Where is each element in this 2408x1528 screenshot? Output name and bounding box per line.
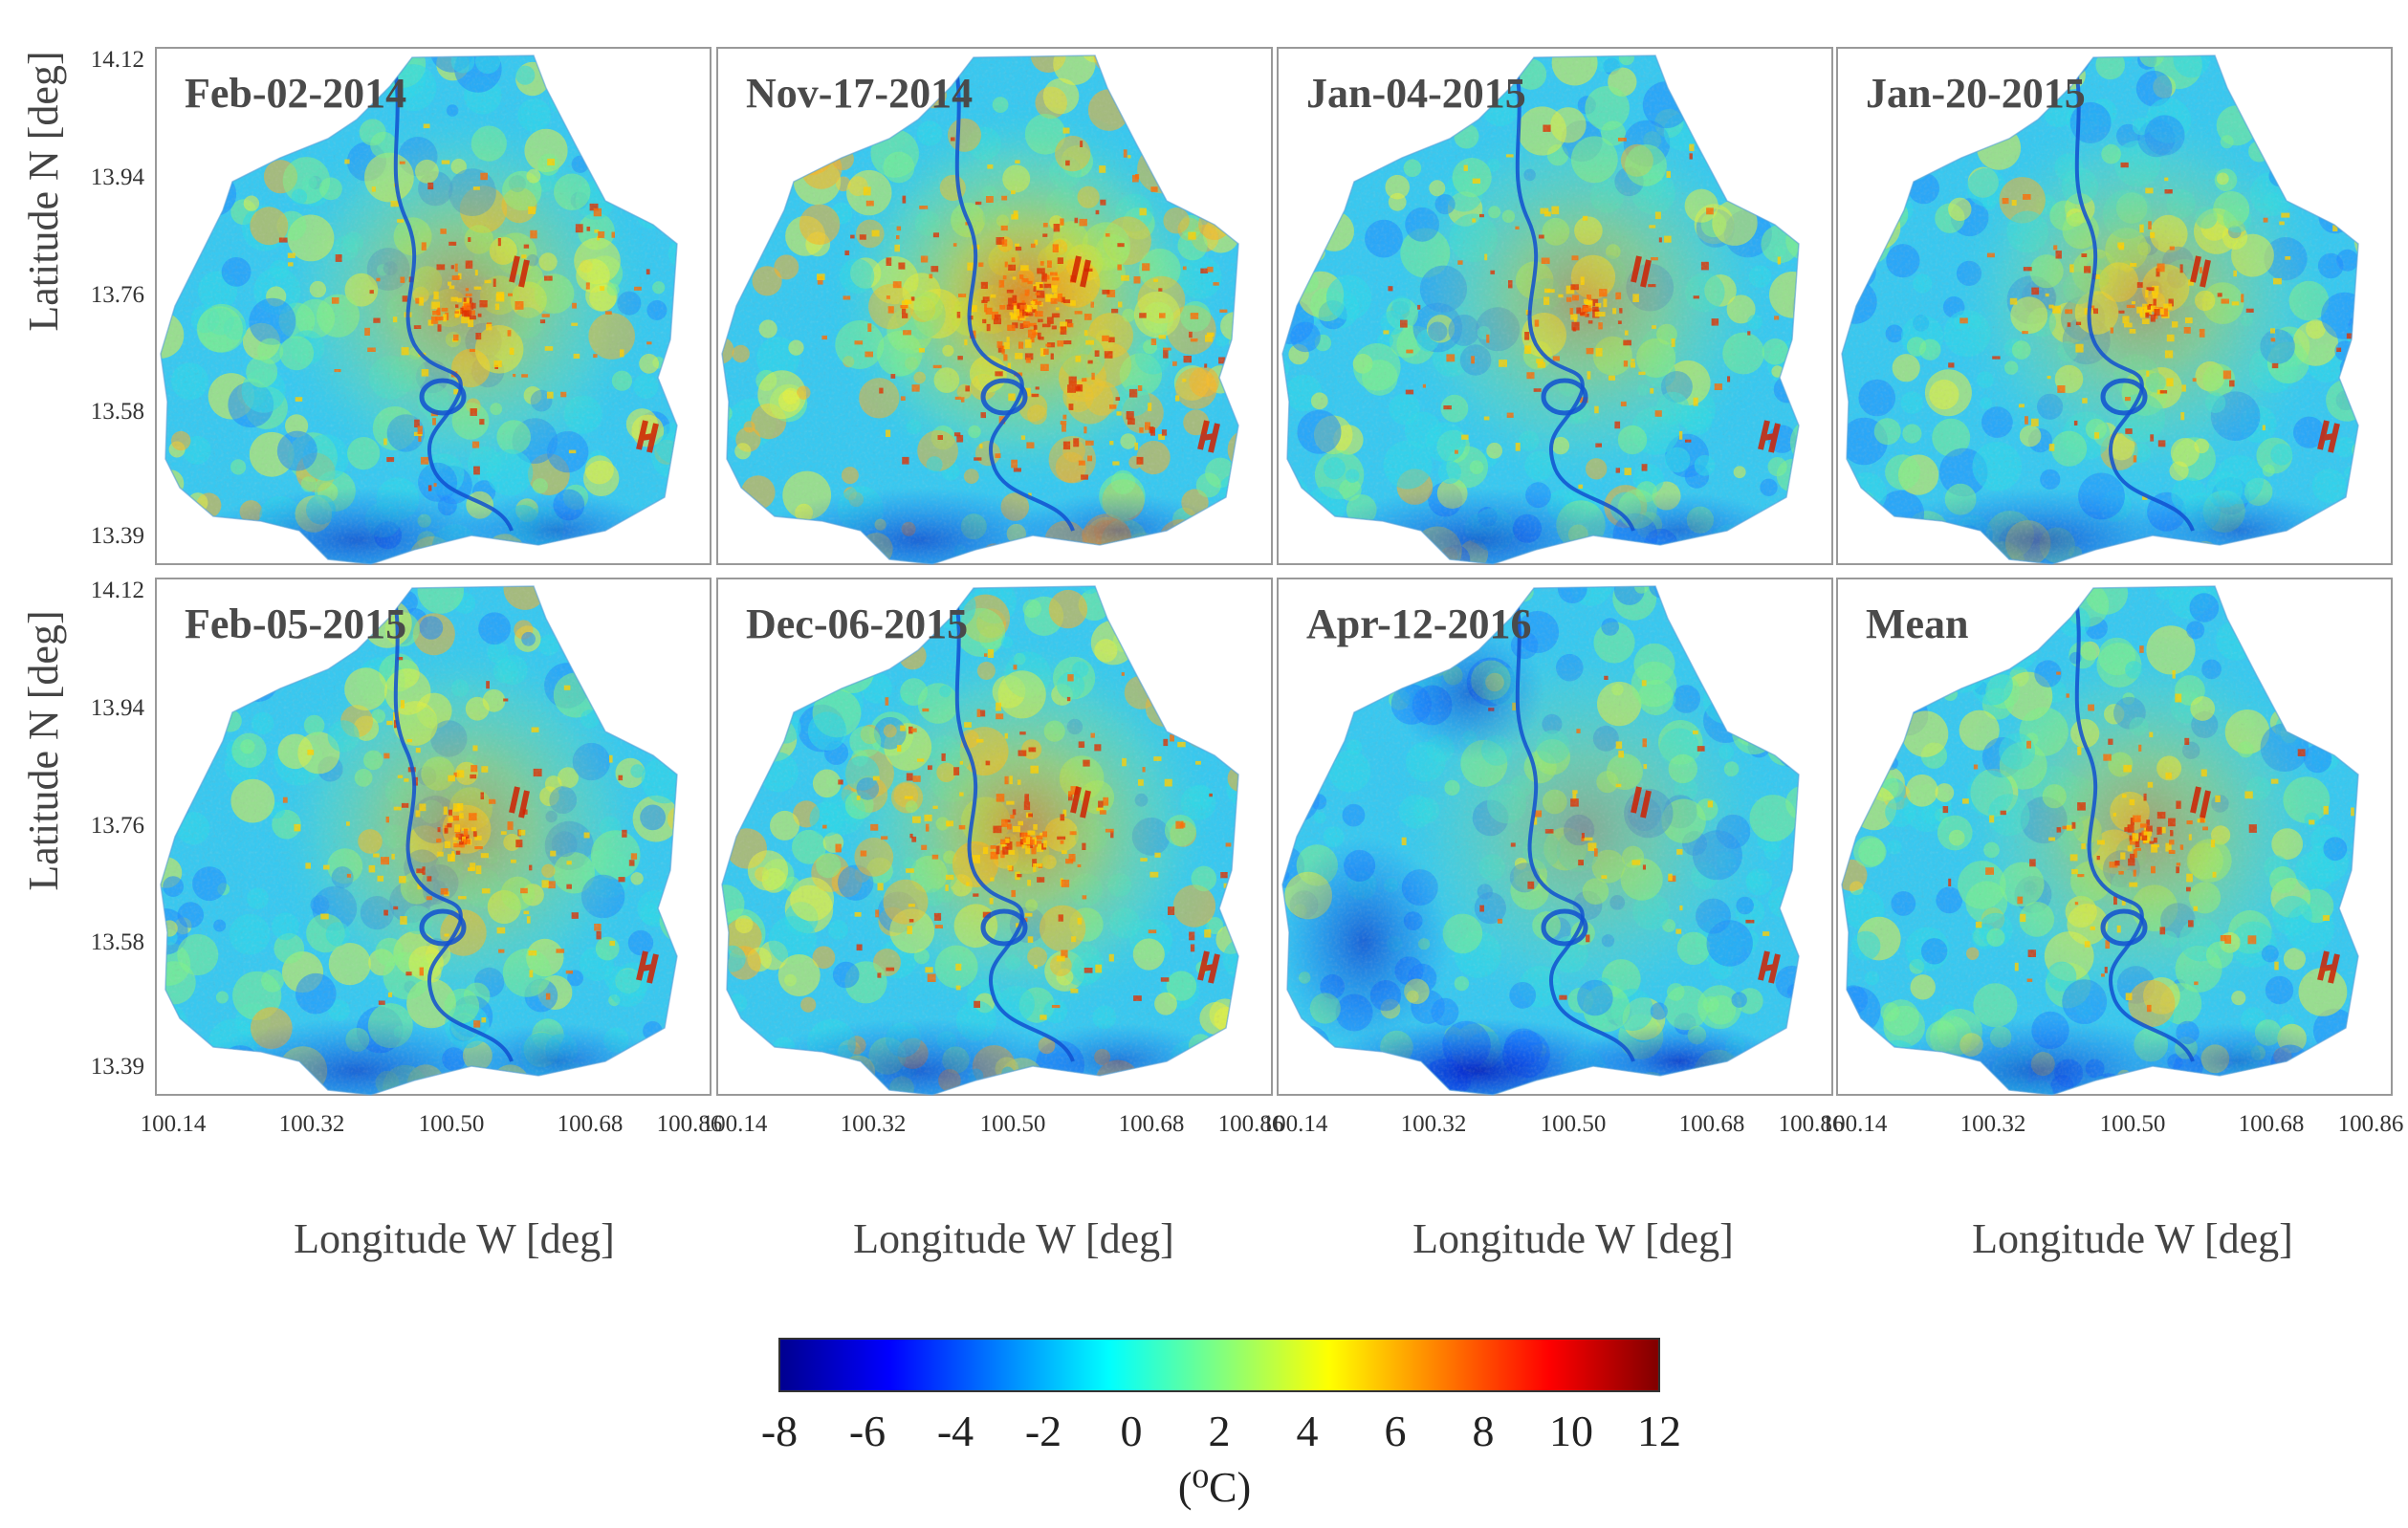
xtick-label: 100.86 — [2338, 1111, 2404, 1137]
colorbar — [778, 1338, 1660, 1392]
ytick-label: 13.39 — [91, 1054, 144, 1080]
colorbar-tick-label: 4 — [1297, 1407, 1319, 1455]
colorbar-tick-label: 12 — [1637, 1407, 1681, 1455]
xtick-label: 100.50 — [980, 1111, 1046, 1137]
map-panel: Feb-05-2015 14.12 13.94 13.76 13.58 13.39 100.… — [91, 578, 723, 1137]
colorbar-unit: (⁰C) — [1178, 1464, 1251, 1511]
panel-date-label: Apr-12-2016 — [1306, 600, 1531, 647]
colorbar-tick-label: 10 — [1549, 1407, 1593, 1455]
ylabel-row-2: Latitude N [deg] — [20, 610, 67, 890]
panel-date-label: Jan-04-2015 — [1306, 70, 1526, 117]
xtick-label: 100.50 — [2100, 1111, 2166, 1137]
ylabel-row-1: Latitude N [deg] — [20, 51, 67, 331]
panel-date-label: Feb-05-2015 — [185, 600, 406, 647]
ytick-label: 13.94 — [91, 695, 145, 721]
xtick-label: 100.50 — [1541, 1111, 1607, 1137]
colorbar-tick-label: 0 — [1121, 1407, 1143, 1455]
map-panel: Jan-20-2015 — [1836, 47, 2393, 565]
thermal-map — [1842, 586, 2358, 1095]
xtick-label: 100.68 — [1119, 1111, 1185, 1137]
xtick-label: 100.50 — [419, 1111, 485, 1137]
river — [1513, 56, 1635, 532]
xtick-label: 100.14 — [1822, 1111, 1888, 1137]
xtick-label: 100.14 — [702, 1111, 768, 1137]
xtick-label: 100.86 — [1218, 1111, 1284, 1137]
river — [391, 56, 514, 532]
panel-date-label: Jan-20-2015 — [1866, 70, 2086, 117]
panel-date-label: Nov-17-2014 — [746, 70, 973, 117]
panel-date-label: Dec-06-2015 — [746, 600, 968, 647]
river — [1513, 587, 1635, 1062]
map-panel: Dec-06-2015 100.14 100.32 100.50 100.68 100.8… — [702, 578, 1284, 1137]
xtick-label: 100.32 — [1960, 1111, 2026, 1137]
ytick-label: 13.76 — [91, 813, 144, 839]
colorbar-tick-label: -2 — [1025, 1407, 1062, 1455]
xtick-label: 100.68 — [1679, 1111, 1745, 1137]
xlabel-col-1: Longitude W [deg] — [294, 1215, 615, 1262]
colorbar-tick-label: -6 — [849, 1407, 886, 1455]
river — [952, 56, 1075, 532]
river — [952, 587, 1075, 1062]
xtick-label: 100.68 — [2239, 1111, 2305, 1137]
panel-date-label: Feb-02-2014 — [185, 70, 406, 117]
colorbar-tick-label: 6 — [1385, 1407, 1407, 1455]
colorbar-tick-label: 2 — [1209, 1407, 1231, 1455]
ytick-label: 14.12 — [91, 47, 144, 73]
river — [2072, 56, 2195, 532]
ytick-label: 13.39 — [91, 523, 144, 549]
xtick-label: 100.68 — [558, 1111, 624, 1137]
river — [391, 587, 514, 1062]
panel-date-label: Mean — [1866, 600, 1969, 647]
xlabel-col-2: Longitude W [deg] — [853, 1215, 1174, 1262]
map-panel: Mean 100.14 100.32 100.50 100.68 100.86 — [1822, 578, 2404, 1137]
map-panel: Nov-17-2014 — [716, 47, 1273, 565]
ytick-label: 14.12 — [91, 578, 144, 603]
xtick-label: 100.32 — [279, 1111, 345, 1137]
colorbar-tick-label: -8 — [761, 1407, 798, 1455]
xtick-label: 100.14 — [141, 1111, 207, 1137]
xtick-label: 100.32 — [841, 1111, 907, 1137]
ytick-label: 13.76 — [91, 282, 144, 308]
colorbar-tick-label: 8 — [1473, 1407, 1495, 1455]
ytick-label: 13.58 — [91, 399, 144, 425]
colorbar-tick-label: -4 — [937, 1407, 974, 1455]
xlabel-col-4: Longitude W [deg] — [1972, 1215, 2293, 1262]
ytick-label: 13.58 — [91, 929, 144, 955]
river — [2072, 587, 2195, 1062]
map-panel: Apr-12-2016 100.14 100.32 100.50 100.68 100.8… — [1262, 578, 1845, 1137]
map-panel: Jan-04-2015 — [1277, 47, 1833, 565]
xtick-label: 100.86 — [657, 1111, 723, 1137]
xtick-label: 100.14 — [1262, 1111, 1328, 1137]
ytick-label: 13.94 — [91, 164, 145, 190]
xtick-label: 100.86 — [1779, 1111, 1845, 1137]
xtick-label: 100.32 — [1401, 1111, 1467, 1137]
xlabel-col-3: Longitude W [deg] — [1412, 1215, 1734, 1262]
map-panel: Feb-02-2014 14.12 13.94 13.76 13.58 13.39 — [91, 47, 711, 565]
